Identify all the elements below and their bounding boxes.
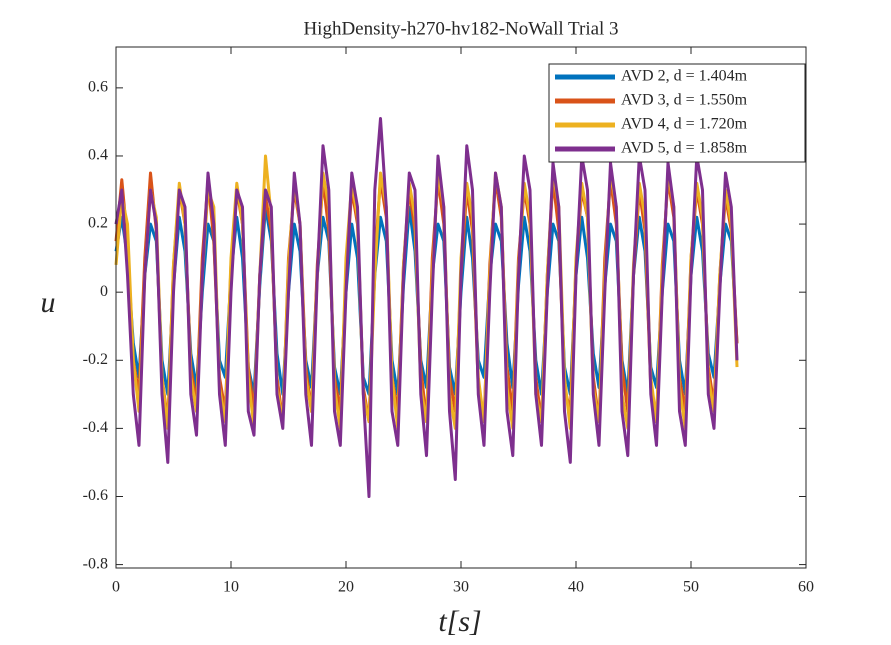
y-tick-label: -0.8 [83,555,108,572]
x-tick-label: 20 [338,579,354,596]
y-tick-label: 0 [100,283,108,300]
legend-label: AVD 3, d = 1.550m [621,92,748,109]
x-tick-label: 50 [683,579,699,596]
y-tick-label: -0.2 [83,351,108,368]
y-tick-label: 0.4 [88,147,108,164]
legend-label: AVD 4, d = 1.720m [621,116,748,133]
x-tick-label: 0 [112,579,120,596]
series-line [114,117,739,498]
x-tick-label: 60 [798,579,814,596]
y-tick-label: -0.4 [83,419,108,436]
x-tick-label: 40 [568,579,584,596]
legend-box [548,63,806,163]
y-axis-label: u [41,286,56,319]
y-tick-label: 0.6 [88,79,108,96]
x-tick-label: 10 [223,579,239,596]
legend-label: AVD 2, d = 1.404m [621,68,748,85]
axes-box [115,46,807,569]
legend-label: AVD 5, d = 1.858m [621,140,748,157]
y-tick-label: 0.2 [88,215,108,232]
chart-title: HighDensity-h270-hv182-NoWall Trial 3 [303,18,618,39]
x-axis-label: t[s] [438,605,481,638]
x-tick-label: 30 [453,579,469,596]
legend: AVD 2, d = 1.404m AVD 3, d = 1.550m AVD 4,… [548,63,806,163]
y-tick-label: -0.6 [83,487,108,504]
